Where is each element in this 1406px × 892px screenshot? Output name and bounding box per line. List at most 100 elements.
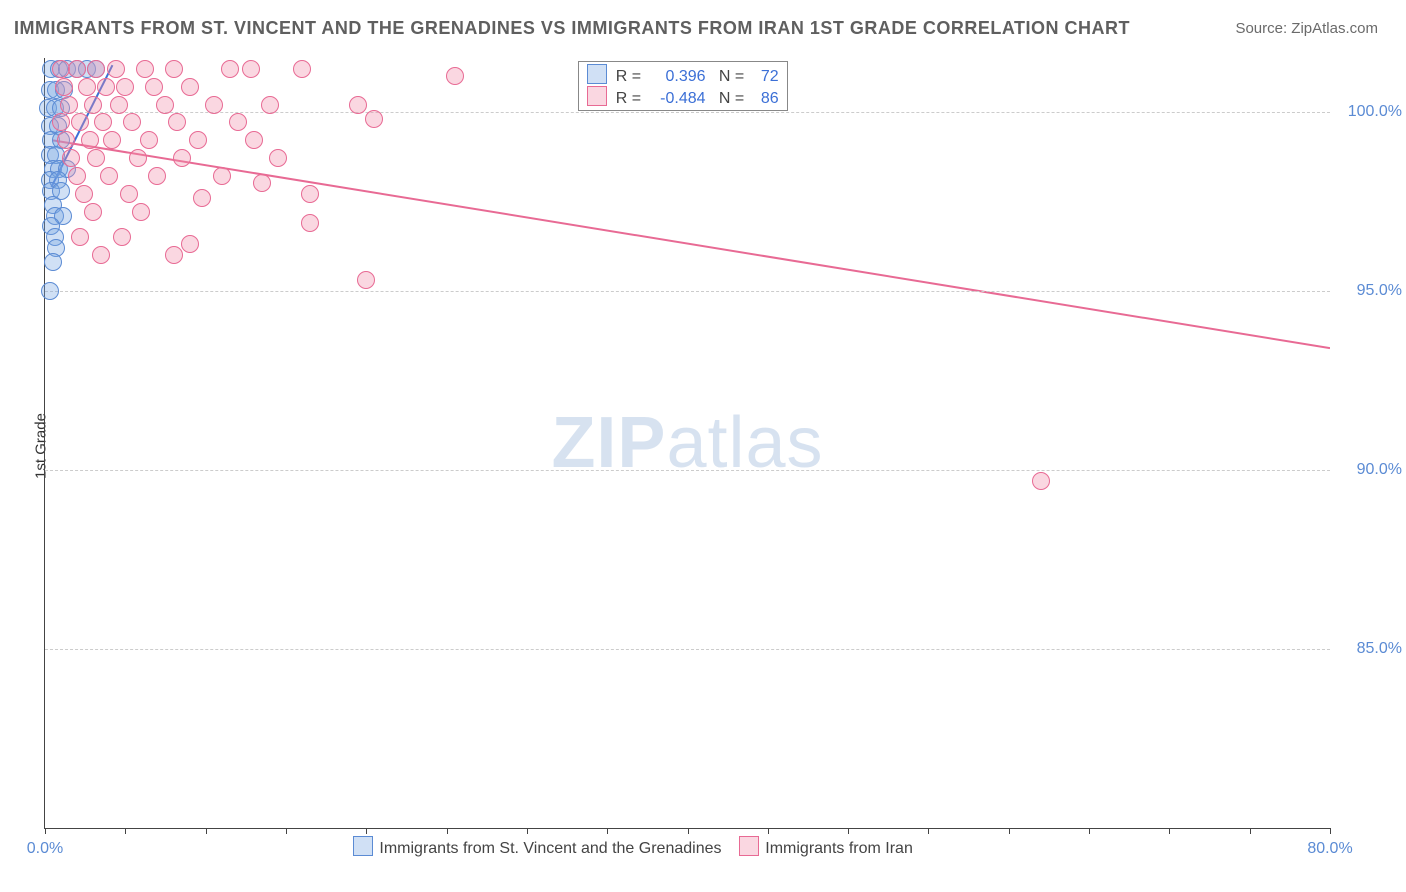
data-point bbox=[52, 113, 70, 131]
trend-lines bbox=[45, 58, 1330, 828]
data-point bbox=[55, 78, 73, 96]
data-point bbox=[57, 131, 75, 149]
data-point bbox=[165, 60, 183, 78]
n-label: N = bbox=[719, 68, 744, 85]
x-minor-tick bbox=[366, 828, 367, 834]
data-point bbox=[221, 60, 239, 78]
y-tick-label: 100.0% bbox=[1348, 103, 1402, 121]
x-tick-label: 80.0% bbox=[1307, 840, 1352, 858]
data-point bbox=[357, 271, 375, 289]
r-value: -0.484 bbox=[646, 90, 706, 108]
x-minor-tick bbox=[1250, 828, 1251, 834]
data-point bbox=[1032, 472, 1050, 490]
x-minor-tick bbox=[45, 828, 46, 834]
data-point bbox=[269, 149, 287, 167]
legend-swatch bbox=[587, 86, 607, 106]
n-value: 86 bbox=[749, 90, 779, 108]
y-tick-label: 95.0% bbox=[1357, 282, 1402, 300]
source-label: Source: ZipAtlas.com bbox=[1235, 20, 1378, 37]
data-point bbox=[168, 113, 186, 131]
data-point bbox=[189, 131, 207, 149]
data-point bbox=[110, 96, 128, 114]
x-minor-tick bbox=[607, 828, 608, 834]
legend-row: R = 0.396 N = 72 bbox=[587, 64, 778, 86]
x-minor-tick bbox=[125, 828, 126, 834]
data-point bbox=[140, 131, 158, 149]
data-point bbox=[68, 167, 86, 185]
chart-title: IMMIGRANTS FROM ST. VINCENT AND THE GREN… bbox=[14, 18, 1130, 39]
data-point bbox=[100, 167, 118, 185]
data-point bbox=[41, 282, 59, 300]
x-tick-label: 0.0% bbox=[27, 840, 63, 858]
correlation-legend: R = 0.396 N = 72 R = -0.484 N = 86 bbox=[578, 61, 787, 111]
data-point bbox=[60, 96, 78, 114]
data-point bbox=[92, 246, 110, 264]
data-point bbox=[242, 60, 260, 78]
data-point bbox=[123, 113, 141, 131]
x-minor-tick bbox=[1009, 828, 1010, 834]
data-point bbox=[349, 96, 367, 114]
gridline-h bbox=[45, 470, 1330, 471]
data-point bbox=[78, 78, 96, 96]
gridline-h bbox=[45, 649, 1330, 650]
series-legend: Immigrants from St. Vincent and the Gren… bbox=[353, 836, 912, 858]
data-point bbox=[156, 96, 174, 114]
data-point bbox=[136, 60, 154, 78]
legend-row: R = -0.484 N = 86 bbox=[587, 86, 778, 108]
data-point bbox=[181, 78, 199, 96]
data-point bbox=[75, 185, 93, 203]
data-point bbox=[44, 253, 62, 271]
data-point bbox=[165, 246, 183, 264]
data-point bbox=[120, 185, 138, 203]
data-point bbox=[94, 113, 112, 131]
data-point bbox=[129, 149, 147, 167]
data-point bbox=[365, 110, 383, 128]
x-minor-tick bbox=[1330, 828, 1331, 834]
scatter-plot-area: ZIPatlas 85.0%90.0%95.0%100.0%0.0%80.0% … bbox=[44, 58, 1330, 829]
data-point bbox=[446, 67, 464, 85]
data-point bbox=[71, 113, 89, 131]
data-point bbox=[173, 149, 191, 167]
data-point bbox=[84, 203, 102, 221]
gridline-h bbox=[45, 291, 1330, 292]
x-minor-tick bbox=[928, 828, 929, 834]
x-minor-tick bbox=[688, 828, 689, 834]
r-label: R = bbox=[616, 68, 641, 85]
legend-label: Immigrants from St. Vincent and the Gren… bbox=[379, 840, 721, 857]
data-point bbox=[245, 131, 263, 149]
x-minor-tick bbox=[768, 828, 769, 834]
data-point bbox=[229, 113, 247, 131]
data-point bbox=[116, 78, 134, 96]
trend-line bbox=[53, 140, 1330, 348]
data-point bbox=[301, 214, 319, 232]
data-point bbox=[84, 96, 102, 114]
data-point bbox=[113, 228, 131, 246]
data-point bbox=[97, 78, 115, 96]
data-point bbox=[62, 149, 80, 167]
data-point bbox=[68, 60, 86, 78]
data-point bbox=[205, 96, 223, 114]
data-point bbox=[293, 60, 311, 78]
legend-label: Immigrants from Iran bbox=[765, 840, 913, 857]
x-minor-tick bbox=[1169, 828, 1170, 834]
r-label: R = bbox=[616, 90, 641, 107]
x-minor-tick bbox=[527, 828, 528, 834]
n-label: N = bbox=[719, 90, 744, 107]
x-minor-tick bbox=[447, 828, 448, 834]
x-minor-tick bbox=[1089, 828, 1090, 834]
data-point bbox=[107, 60, 125, 78]
legend-swatch bbox=[353, 836, 373, 856]
data-point bbox=[71, 228, 89, 246]
data-point bbox=[148, 167, 166, 185]
r-value: 0.396 bbox=[646, 68, 706, 86]
legend-swatch bbox=[587, 64, 607, 84]
data-point bbox=[87, 149, 105, 167]
watermark-atlas: atlas bbox=[666, 403, 823, 483]
legend-swatch bbox=[739, 836, 759, 856]
data-point bbox=[132, 203, 150, 221]
data-point bbox=[181, 235, 199, 253]
data-point bbox=[253, 174, 271, 192]
data-point bbox=[145, 78, 163, 96]
watermark: ZIPatlas bbox=[551, 402, 823, 484]
x-minor-tick bbox=[206, 828, 207, 834]
